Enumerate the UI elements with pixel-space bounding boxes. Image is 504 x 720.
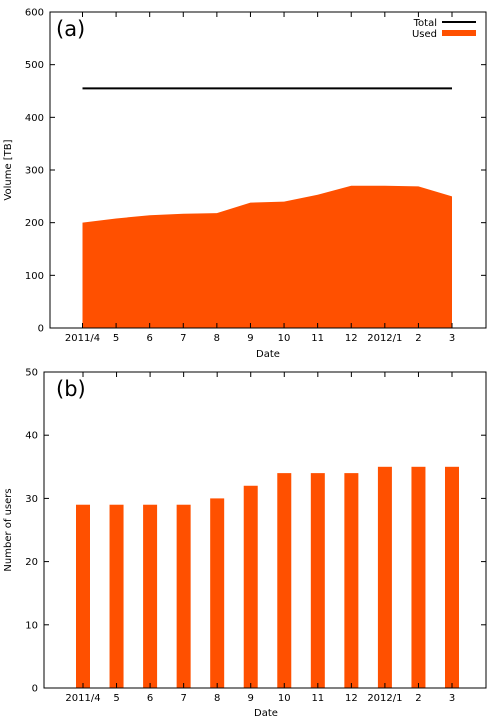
user-count-bar	[344, 473, 359, 688]
chart-panel-a: (a) Date Volume [TB] Total Used 0 100 200 3…	[3, 8, 487, 360]
x-tick-label: 8	[214, 333, 220, 344]
x-tick-label: 10	[278, 693, 291, 704]
user-count-bar	[210, 498, 225, 688]
y-tick-label: 400	[25, 113, 44, 124]
legend-label-used: Used	[412, 29, 437, 40]
user-count-bar	[310, 473, 325, 688]
y-tick-label: 0	[38, 324, 44, 335]
x-tick-label: 6	[147, 693, 153, 704]
x-tick-label: 7	[180, 693, 186, 704]
user-count-bar	[411, 466, 426, 688]
user-count-bar	[377, 466, 392, 688]
legend-a: Total Used	[412, 18, 476, 40]
x-tick-label: 12	[345, 693, 358, 704]
user-count-bar	[243, 485, 258, 688]
x-tick-label: 11	[311, 333, 324, 344]
x-tick-label: 9	[248, 693, 254, 704]
x-tick-label: 2	[415, 333, 421, 344]
x-tick-label: 6	[146, 333, 152, 344]
plot-frame-b	[43, 371, 487, 689]
x-tick-label: 5	[113, 693, 119, 704]
y-tick-label: 300	[25, 166, 44, 177]
x-tick-label: 2011/4	[65, 693, 100, 704]
y-tick-label: 0	[32, 684, 38, 695]
x-axis-label-a: Date	[256, 349, 280, 360]
x-tick-label: 2011/4	[65, 333, 100, 344]
x-tick-label: 7	[180, 333, 186, 344]
x-tick-label: 5	[113, 333, 119, 344]
y-tick-label: 100	[25, 271, 44, 282]
chart-panel-b: (b) Date Number of users 0 10 20 30 40 50 2011…	[3, 368, 487, 719]
y-axis-label-b: Number of users	[3, 488, 14, 571]
y-tick-label: 30	[25, 494, 38, 505]
y-tick-label: 10	[25, 620, 38, 631]
panel-label-a: (a)	[56, 17, 85, 41]
y-axis-label-a: Volume [TB]	[3, 139, 14, 200]
y-tick-label: 50	[25, 368, 38, 379]
x-tick-label: 2012/1	[367, 333, 402, 344]
y-tick-label: 20	[25, 557, 38, 568]
y-tick-label: 500	[25, 60, 44, 71]
x-tick-label: 8	[214, 693, 220, 704]
x-tick-label: 12	[345, 333, 358, 344]
x-tick-label: 3	[449, 333, 455, 344]
user-count-bar	[143, 504, 158, 688]
x-axis-label-b: Date	[254, 708, 278, 719]
legend-swatch-used	[442, 30, 476, 36]
legend-label-total: Total	[413, 18, 437, 29]
user-count-bar	[176, 504, 191, 688]
user-count-bar	[76, 504, 90, 688]
x-tick-label: 3	[449, 693, 455, 704]
x-tick-label: 11	[311, 693, 324, 704]
user-count-bar	[277, 473, 292, 688]
used-volume-area	[82, 185, 452, 328]
y-tick-label: 600	[25, 8, 44, 19]
user-count-bar	[109, 504, 124, 688]
x-tick-label: 2012/1	[367, 693, 402, 704]
y-tick-label: 40	[25, 431, 38, 442]
user-count-bar	[445, 466, 459, 688]
panel-label-b: (b)	[56, 377, 86, 401]
x-tick-label: 9	[247, 333, 253, 344]
y-tick-label: 200	[25, 218, 44, 229]
x-tick-label: 10	[278, 333, 291, 344]
x-tick-label: 2	[415, 693, 421, 704]
